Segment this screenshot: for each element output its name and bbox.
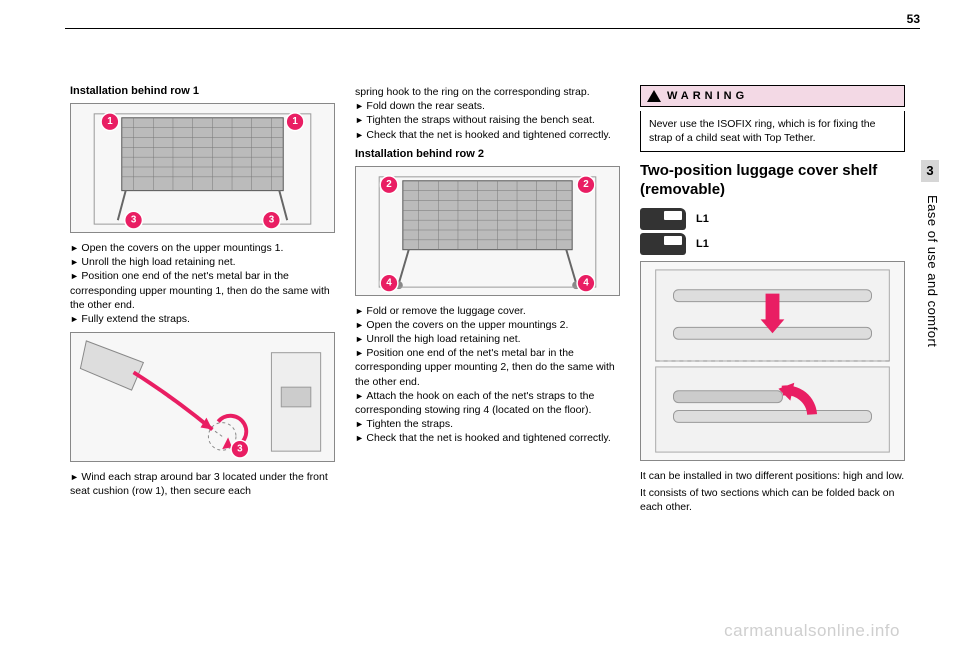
van-variant-2: L1 [640, 233, 905, 255]
figure-net-row2: 2 2 4 4 [355, 166, 620, 296]
bullet-list-1b: Wind each strap around bar 3 located und… [70, 470, 335, 498]
bullet-list-2a: Fold down the rear seats. Tighten the st… [355, 99, 620, 142]
content-columns: Installation behind row 1 1 1 3 [70, 85, 905, 629]
van-icon [640, 233, 686, 255]
list-item: Tighten the straps without raising the b… [355, 113, 620, 127]
figure-net-row1: 1 1 3 3 [70, 103, 335, 233]
heading-install-row2: Installation behind row 2 [355, 148, 620, 160]
list-item: Open the covers on the upper mountings 2… [355, 318, 620, 332]
svg-text:3: 3 [269, 215, 275, 226]
van-label: L1 [696, 238, 709, 250]
warning-triangle-icon [647, 90, 661, 102]
figure-strap-wind: 3 [70, 332, 335, 462]
list-item: Check that the net is hooked and tighten… [355, 431, 620, 445]
column-1: Installation behind row 1 1 1 3 [70, 85, 335, 629]
figure-shelf-positions [640, 261, 905, 461]
warning-body: Never use the ISOFIX ring, which is for … [640, 111, 905, 152]
list-item: Tighten the straps. [355, 417, 620, 431]
list-item: Position one end of the net's metal bar … [355, 346, 620, 389]
list-item: Unroll the high load retaining net. [355, 332, 620, 346]
svg-text:1: 1 [107, 116, 113, 127]
svg-text:3: 3 [131, 215, 137, 226]
bullet-list-1a: Open the covers on the upper mountings 1… [70, 241, 335, 326]
continuation-text: spring hook to the ring on the correspon… [355, 85, 620, 99]
van-variant-1: L1 [640, 208, 905, 230]
column-3: WARNING Never use the ISOFIX ring, which… [640, 85, 905, 629]
svg-text:4: 4 [386, 277, 392, 288]
section-tab: 3 [921, 160, 939, 182]
svg-text:4: 4 [583, 277, 589, 288]
list-item: Fold or remove the luggage cover. [355, 304, 620, 318]
top-rule [65, 28, 920, 29]
warning-label: WARNING [667, 90, 748, 102]
list-item: Check that the net is hooked and tighten… [355, 128, 620, 142]
list-item: Unroll the high load retaining net. [70, 255, 335, 269]
section-title-vertical: Ease of use and comfort [925, 195, 940, 347]
watermark: carmanualsonline.info [724, 621, 900, 641]
svg-text:3: 3 [237, 444, 243, 455]
shelf-paragraph-2: It consists of two sections which can be… [640, 486, 905, 514]
column-2: spring hook to the ring on the correspon… [355, 85, 620, 629]
page-number: 53 [907, 12, 920, 26]
shelf-paragraph-1: It can be installed in two different pos… [640, 469, 905, 483]
svg-text:2: 2 [583, 179, 589, 190]
van-icon [640, 208, 686, 230]
list-item: Position one end of the net's metal bar … [70, 269, 335, 312]
svg-text:2: 2 [386, 179, 392, 190]
list-item: Open the covers on the upper mountings 1… [70, 241, 335, 255]
list-item: Attach the hook on each of the net's str… [355, 389, 620, 417]
svg-text:1: 1 [292, 116, 298, 127]
heading-install-row1: Installation behind row 1 [70, 85, 335, 97]
bullet-list-2b: Fold or remove the luggage cover. Open t… [355, 304, 620, 446]
list-item: Wind each strap around bar 3 located und… [70, 470, 335, 498]
list-item: Fully extend the straps. [70, 312, 335, 326]
warning-header: WARNING [640, 85, 905, 107]
heading-shelf: Two-position luggage cover shelf (remova… [640, 162, 905, 200]
van-label: L1 [696, 213, 709, 225]
list-item: Fold down the rear seats. [355, 99, 620, 113]
